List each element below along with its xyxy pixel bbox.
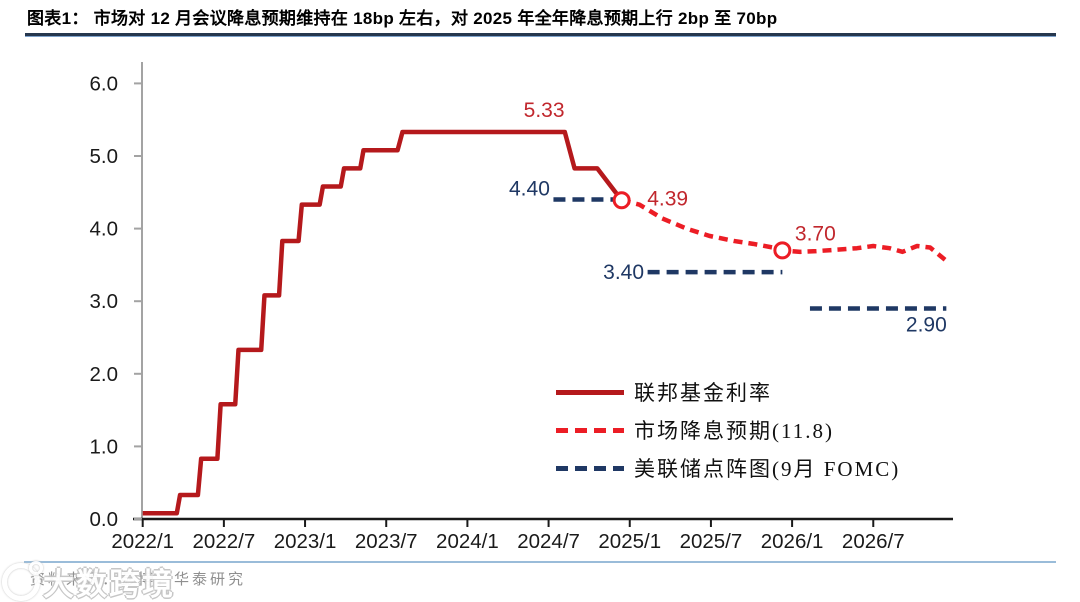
y-tick-label: 1.0 xyxy=(90,435,119,458)
y-tick-label: 0.0 xyxy=(90,508,119,531)
y-tick-label: 4.0 xyxy=(90,218,119,241)
y-tick-label: 2.0 xyxy=(90,363,119,386)
x-tick-label: 2023/7 xyxy=(355,530,418,553)
value-label-2.90: 2.90 xyxy=(906,313,947,336)
value-label-3.40: 3.40 xyxy=(603,261,644,284)
value-label-4.39: 4.39 xyxy=(647,187,688,210)
footer-divider xyxy=(24,561,1056,563)
value-label-5.33: 5.33 xyxy=(524,99,565,122)
x-tick-label: 2023/1 xyxy=(274,530,337,553)
y-tick-label: 6.0 xyxy=(90,72,119,95)
value-label-3.70: 3.70 xyxy=(795,222,836,245)
x-tick-label: 2024/1 xyxy=(436,530,499,553)
x-tick-label: 2025/7 xyxy=(680,530,743,553)
x-tick-label: 2022/1 xyxy=(111,530,174,553)
fed-funds-rate-line xyxy=(142,129,624,516)
forecast-marker-circle xyxy=(612,191,631,210)
title-divider xyxy=(25,33,1056,36)
chart-legend: 联邦基金利率 市场降息预期(11.8) 美联储点阵图(9月 FOMC) xyxy=(556,381,900,481)
market-expectation-line-swatch xyxy=(556,427,624,433)
y-tick-label: 3.0 xyxy=(90,290,119,313)
x-tick-label: 2022/7 xyxy=(193,530,256,553)
x-tick-label: 2025/1 xyxy=(598,530,661,553)
legend-item-fed-dot-plot: 美联储点阵图(9月 FOMC) xyxy=(556,457,900,481)
market-expectation-line xyxy=(621,198,952,266)
legend-item-market-expectation: 市场降息预期(11.8) xyxy=(556,419,900,443)
dot-plot-line-swatch xyxy=(556,465,624,471)
page-title: 图表1： 市场对 12 月会议降息预期维持在 18bp 左右，对 2025 年全… xyxy=(27,9,778,28)
x-tick-label: 2026/7 xyxy=(842,530,905,553)
value-label-4.40: 4.40 xyxy=(509,178,550,201)
forecast-marker-circle xyxy=(773,241,792,260)
fed-funds-line-swatch xyxy=(556,389,624,395)
x-tick-label: 2026/1 xyxy=(761,530,824,553)
source-note: 资料来源：彭博，华泰研究 xyxy=(30,572,247,588)
legend-label: 联邦基金利率 xyxy=(634,381,772,405)
y-tick-label: 5.0 xyxy=(90,145,119,168)
legend-item-fed-funds: 联邦基金利率 xyxy=(556,381,900,405)
legend-label: 市场降息预期(11.8) xyxy=(634,419,834,443)
x-tick-label: 2024/7 xyxy=(517,530,580,553)
legend-label: 美联储点阵图(9月 FOMC) xyxy=(634,457,901,481)
